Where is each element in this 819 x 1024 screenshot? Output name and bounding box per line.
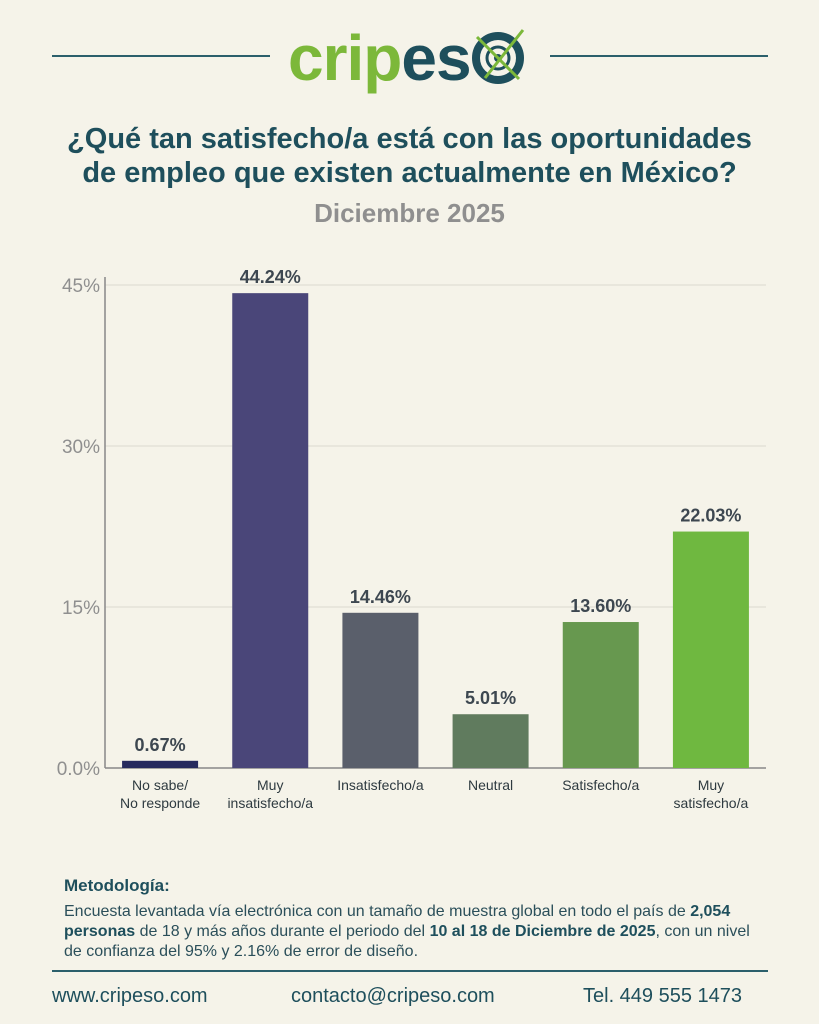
methodology-text-2: de 18 y más años durante el periodo del xyxy=(135,923,430,940)
methodology-title: Metodología: xyxy=(64,876,170,895)
x-tick-label: Satisfecho/a xyxy=(562,777,639,793)
logo-text-teal: es xyxy=(401,22,471,94)
x-tick-label: No responde xyxy=(120,795,200,811)
bar xyxy=(342,612,419,768)
x-tick-label: insatisfecho/a xyxy=(227,795,313,811)
data-label: 13.60% xyxy=(570,596,631,616)
x-tick-label: No sabe/ xyxy=(132,777,188,793)
bar xyxy=(672,531,749,768)
y-tick-label: 15% xyxy=(62,598,100,619)
target-icon xyxy=(472,29,525,84)
chart-title-line-2: de empleo que existen actualmente en Méx… xyxy=(82,157,737,189)
footer-website-link[interactable]: www.cripeso.com xyxy=(52,985,208,1007)
y-tick-label: 30% xyxy=(62,437,100,458)
y-tick-label: 0.0% xyxy=(57,759,100,780)
bar xyxy=(232,293,309,768)
data-label: 14.46% xyxy=(350,587,411,607)
data-label: 5.01% xyxy=(465,688,516,708)
header-rule-right xyxy=(550,55,768,57)
x-tick-label: satisfecho/a xyxy=(674,795,749,811)
x-tick-label: Muy xyxy=(698,777,724,793)
brand-logo: cripes xyxy=(288,22,538,94)
footer-email-link[interactable]: contacto@cripeso.com xyxy=(291,985,495,1007)
bar xyxy=(122,760,199,768)
data-label: 44.24% xyxy=(240,267,301,287)
x-tick-label: Muy xyxy=(257,777,283,793)
logo-text-green: crip xyxy=(288,22,402,94)
bar xyxy=(562,622,639,768)
y-tick-label: 45% xyxy=(62,276,100,297)
chart-subtitle: Diciembre 2025 xyxy=(314,198,505,228)
footer-phone: Tel. 449 555 1473 xyxy=(583,985,743,1007)
methodology-sample-size: 2,054 personas xyxy=(64,903,731,940)
methodology-period: 10 al 18 de Diciembre de 2025 xyxy=(429,923,656,940)
chart-title: ¿Qué tan satisfecho/a está con las oport… xyxy=(30,122,789,190)
footer-rule xyxy=(52,970,768,972)
chart-title-line-1: ¿Qué tan satisfecho/a está con las oport… xyxy=(67,123,752,155)
data-label: 0.67% xyxy=(135,735,186,755)
methodology-text-3: , con un nivel de confianza del 95% y 2.… xyxy=(64,923,750,960)
data-label: 22.03% xyxy=(680,506,741,526)
bar-chart: 0.0% 15% 30% 45% 0.67% No sabe/No responde 44.… xyxy=(57,267,766,811)
header-rule-left xyxy=(52,55,270,57)
x-tick-label: Neutral xyxy=(468,777,513,793)
bar xyxy=(452,714,529,768)
x-tick-label: Insatisfecho/a xyxy=(337,777,424,793)
methodology-text-1: Encuesta levantada vía electrónica con u… xyxy=(64,903,691,920)
methodology-text: Encuesta levantada vía electrónica con u… xyxy=(64,902,759,962)
